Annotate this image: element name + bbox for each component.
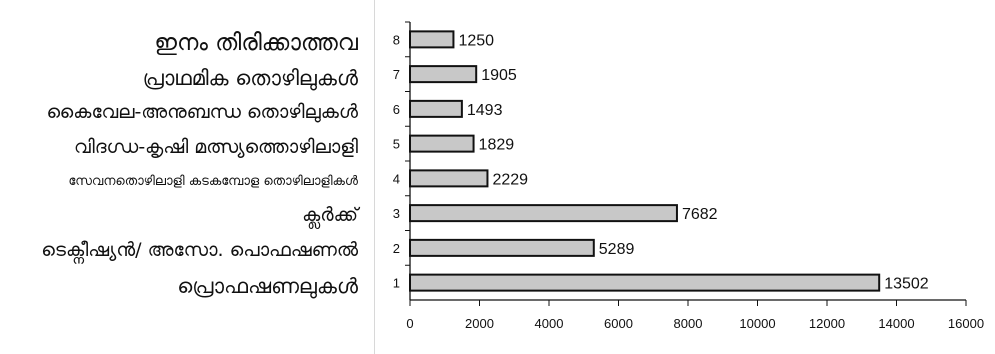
y-tick-label: 3 bbox=[393, 206, 400, 221]
x-tick-label: 10000 bbox=[739, 316, 775, 331]
category-name-1: പ്രൊഫഷണലുകൾ bbox=[177, 274, 358, 298]
x-tick-label: 8000 bbox=[674, 316, 703, 331]
y-tick-label: 5 bbox=[393, 137, 400, 152]
x-tick-label: 6000 bbox=[604, 316, 633, 331]
bar-1 bbox=[409, 273, 881, 292]
x-tick-label: 2000 bbox=[465, 316, 494, 331]
category-name-4: സേവനതൊഴിലാളി കടകമ്പോള തൊഴിലാളികൾ bbox=[68, 174, 358, 189]
category-name-2: ടെക്നീഷ്യൻ/ അസോ. പൊഫഷണൽ bbox=[41, 239, 358, 261]
y-tick-label: 8 bbox=[393, 32, 400, 47]
data-label-7: 1905 bbox=[481, 67, 517, 84]
panel-divider bbox=[374, 0, 375, 354]
category-name-3: ക്ലർക്ക് bbox=[302, 204, 358, 226]
bar-5 bbox=[409, 134, 475, 153]
y-tick-label: 1 bbox=[393, 276, 400, 291]
y-tick-label: 4 bbox=[393, 171, 400, 186]
y-tick-label: 7 bbox=[393, 67, 400, 82]
data-label-1: 13502 bbox=[884, 276, 929, 293]
bar-7 bbox=[409, 65, 478, 84]
data-label-4: 2229 bbox=[492, 171, 528, 188]
category-names-panel: ഇനം തിരിക്കാത്തവ പ്രാഥമിക തൊഴിലുകൾ കൈവേല… bbox=[0, 0, 372, 354]
category-name-7: പ്രാഥമിക തൊഴിലുകൾ bbox=[142, 66, 358, 90]
x-tick-label: 16000 bbox=[948, 316, 984, 331]
y-tick-label: 2 bbox=[393, 241, 400, 256]
bar-chart: 0 2000 4000 6000 8000 10000 12000 14000 16000 1 13… bbox=[393, 21, 984, 331]
data-label-5: 1829 bbox=[479, 137, 515, 154]
bar-4 bbox=[409, 169, 489, 188]
data-label-8: 1250 bbox=[458, 32, 494, 49]
x-tick-label: 14000 bbox=[878, 316, 914, 331]
x-tick-label: 0 bbox=[406, 316, 413, 331]
data-label-6: 1493 bbox=[467, 102, 503, 119]
y-tick-label: 6 bbox=[393, 102, 400, 117]
x-tick-label: 12000 bbox=[809, 316, 845, 331]
x-tick-label: 4000 bbox=[535, 316, 564, 331]
bar-3 bbox=[409, 204, 678, 223]
bar-2 bbox=[409, 238, 595, 257]
data-label-2: 5289 bbox=[599, 241, 635, 258]
category-name-8: ഇനം തിരിക്കാത്തവ bbox=[154, 30, 358, 56]
bar-8 bbox=[409, 30, 455, 49]
data-label-3: 7682 bbox=[682, 206, 718, 223]
bar-6 bbox=[409, 99, 463, 118]
category-name-6: കൈവേല-അനുബന്ധ തൊഴിലുകൾ bbox=[46, 101, 358, 123]
category-name-5: വിദഗ്ധ-കൃഷി മത്സ്യത്തൊഴിലാളി bbox=[74, 136, 358, 158]
